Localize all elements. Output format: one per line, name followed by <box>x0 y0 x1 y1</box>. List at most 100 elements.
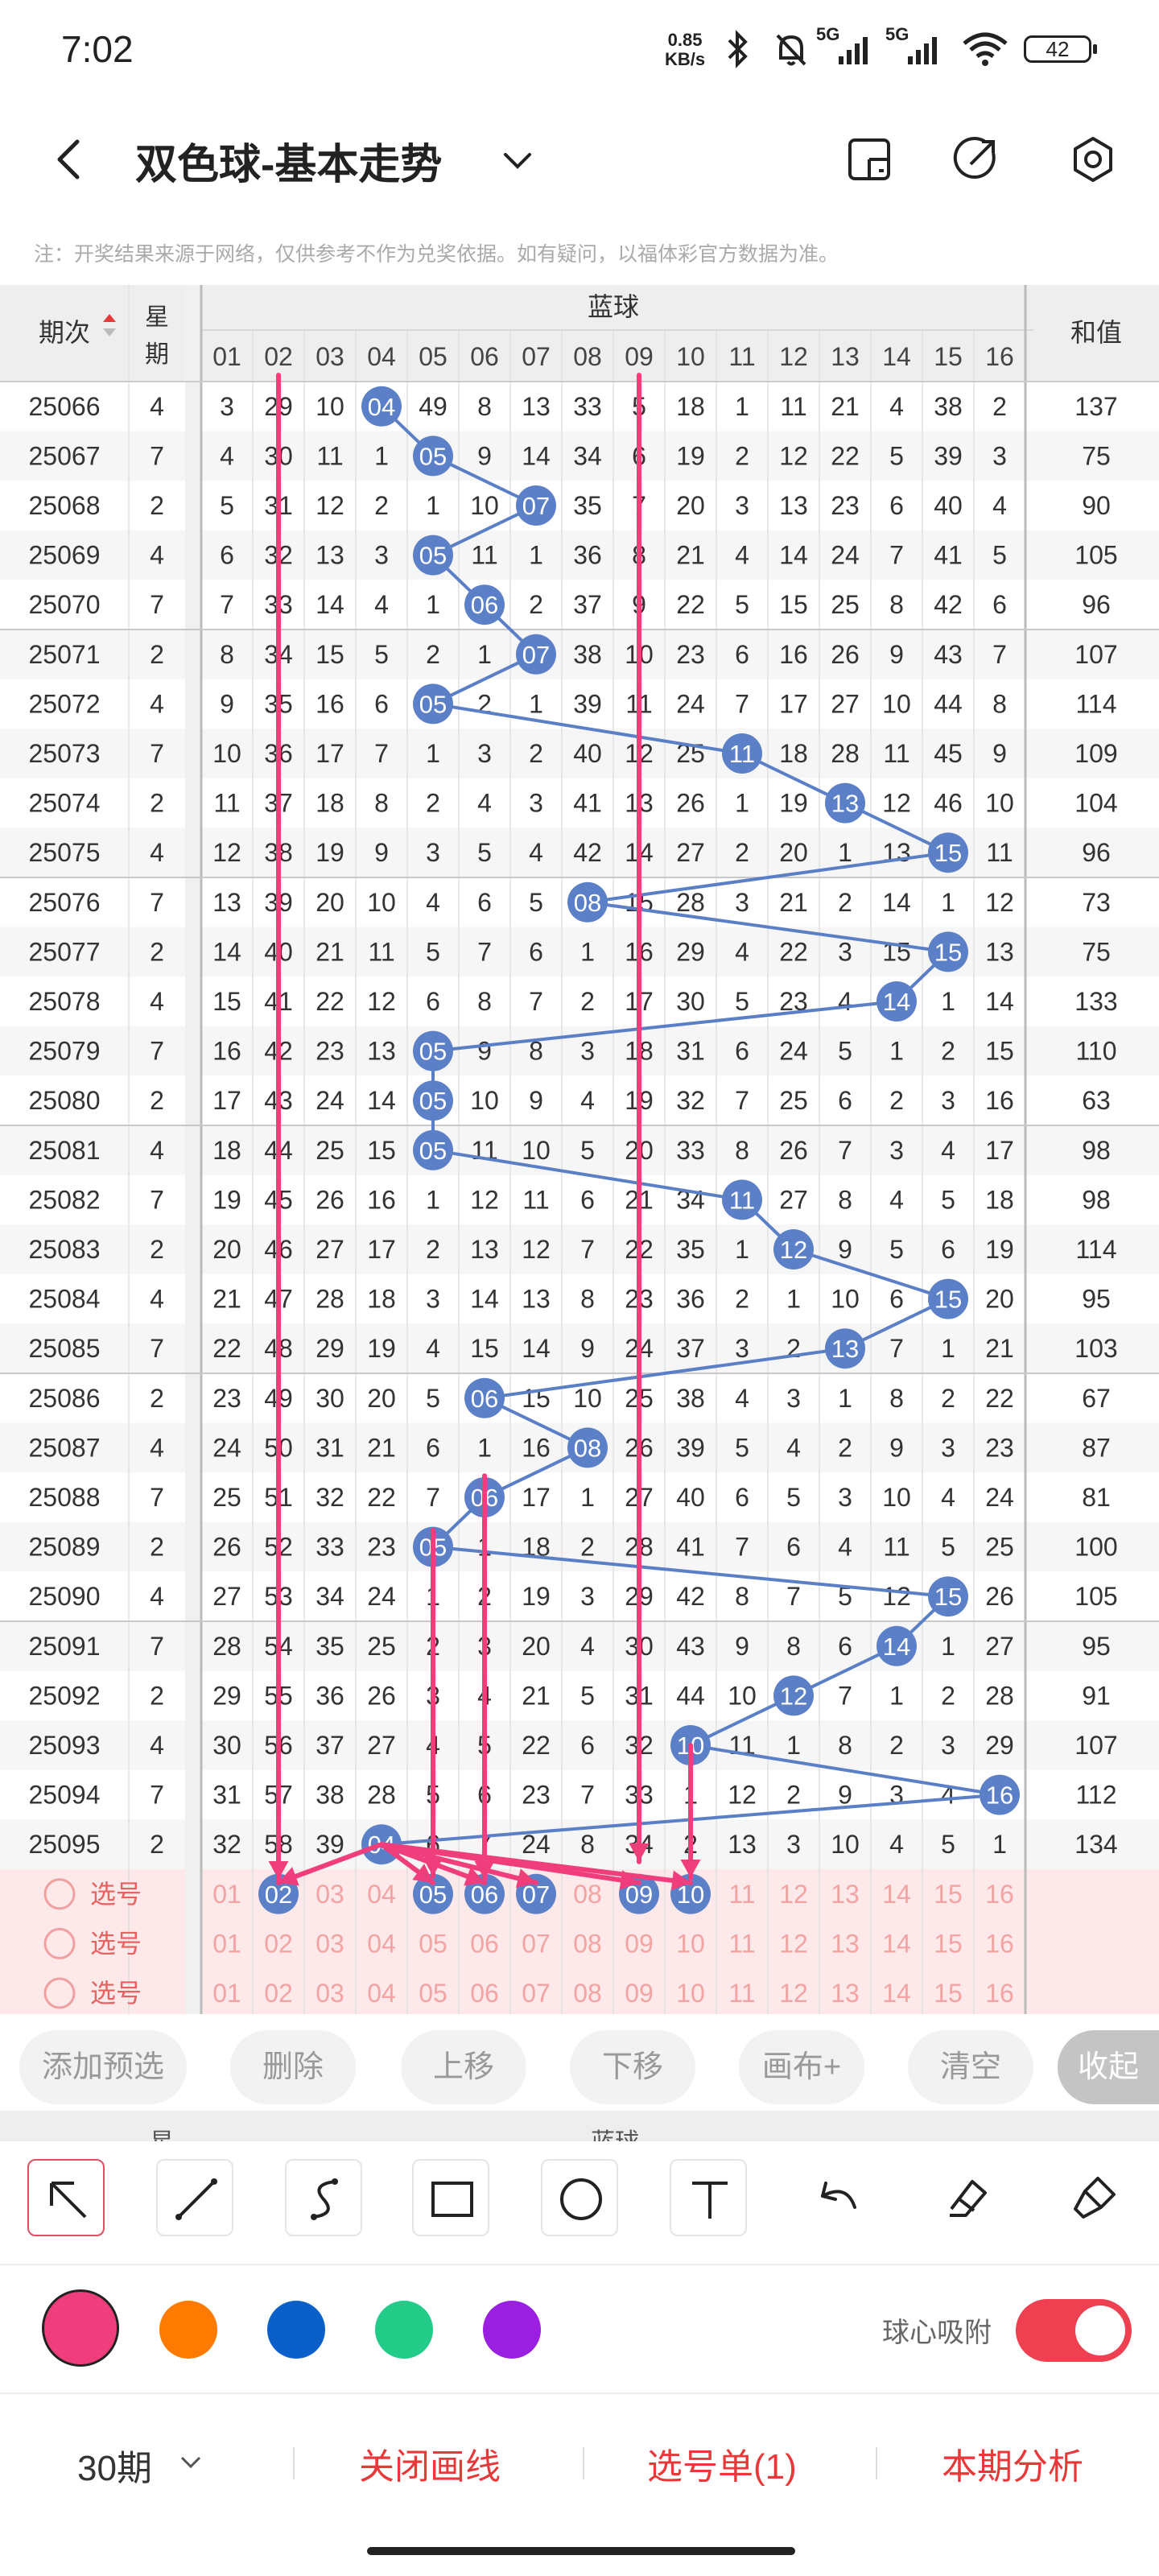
undo-icon[interactable] <box>798 2159 876 2236</box>
chevron-down-icon[interactable] <box>179 2450 203 2475</box>
pick-number[interactable]: 08 <box>573 1929 602 1958</box>
pick-number[interactable]: 14 <box>882 1929 911 1958</box>
row-period: 25081 <box>29 1136 101 1165</box>
miss-count: 7 <box>580 1781 595 1810</box>
pick-number[interactable]: 16 <box>985 1929 1014 1958</box>
color-swatch-blue[interactable] <box>267 2301 325 2359</box>
pick-number[interactable]: 07 <box>522 1979 551 2008</box>
blue-ball-15 <box>928 1576 968 1617</box>
share-icon[interactable] <box>950 134 1001 185</box>
miss-count: 8 <box>735 1582 749 1611</box>
pick-number[interactable]: 08 <box>573 1880 602 1909</box>
move-down-button[interactable]: 下移 <box>570 2030 695 2104</box>
pick-number[interactable]: 15 <box>934 1979 963 2008</box>
miss-count: 3 <box>735 888 749 917</box>
add-preselection-button[interactable]: 添加预选 <box>19 2030 187 2104</box>
line-tool-icon[interactable] <box>156 2159 233 2236</box>
pick-radio[interactable] <box>43 1878 76 1910</box>
pick-number[interactable]: 11 <box>728 1880 755 1909</box>
pick-number[interactable]: 12 <box>779 1880 808 1909</box>
settings-icon[interactable] <box>1067 134 1119 185</box>
phone-layout-icon[interactable] <box>843 134 895 185</box>
pick-number[interactable]: 15 <box>934 1929 963 1958</box>
drawn-arrow-head <box>412 1864 433 1883</box>
miss-count: 5 <box>220 491 234 520</box>
back-icon[interactable] <box>47 135 95 184</box>
miss-count: 9 <box>477 441 492 470</box>
pick-number[interactable]: 13 <box>831 1929 860 1958</box>
miss-count: 14 <box>779 541 808 570</box>
canvas-plus-button[interactable]: 画布+ <box>739 2030 864 2104</box>
collapse-button[interactable]: 收起 <box>1058 2030 1159 2104</box>
pick-number[interactable]: 06 <box>470 1929 499 1958</box>
pick-number[interactable]: 03 <box>316 1880 344 1909</box>
drawn-arrow-line <box>379 1842 693 1885</box>
pick-number[interactable]: 02 <box>264 1929 293 1958</box>
picked-ball-05[interactable] <box>413 1873 453 1914</box>
miss-count: 11 <box>522 1185 549 1214</box>
pick-number[interactable]: 04 <box>367 1880 396 1909</box>
pick-number[interactable]: 02 <box>264 1979 293 2008</box>
pick-number[interactable]: 11 <box>728 1979 755 2008</box>
curve-tool-icon[interactable] <box>285 2159 362 2236</box>
pick-number[interactable]: 05 <box>419 1929 448 1958</box>
pick-number[interactable]: 12 <box>779 1929 808 1958</box>
pick-number[interactable]: 04 <box>367 1929 396 1958</box>
pick-number[interactable]: 16 <box>985 1880 1014 1909</box>
period-selector[interactable]: 30期 <box>77 2439 152 2491</box>
pick-number[interactable]: 13 <box>831 1979 860 2008</box>
pick-radio[interactable] <box>43 1927 76 1959</box>
miss-count: 1 <box>374 441 389 470</box>
pick-number[interactable]: 09 <box>625 1979 654 2008</box>
page-title[interactable]: 双色球-基本走势 <box>135 142 443 188</box>
pick-number[interactable]: 14 <box>882 1979 911 2008</box>
pick-number[interactable]: 11 <box>728 1929 755 1958</box>
pick-number[interactable]: 05 <box>419 1979 448 2008</box>
pick-number[interactable]: 08 <box>573 1979 602 2008</box>
pick-number[interactable]: 14 <box>882 1880 911 1909</box>
analysis-button[interactable]: 本期分析 <box>942 2447 1083 2487</box>
row-sum: 96 <box>1082 590 1111 619</box>
pick-number[interactable]: 01 <box>212 1880 241 1909</box>
pick-number[interactable]: 16 <box>985 1979 1014 2008</box>
blue-ball-12 <box>773 1675 814 1716</box>
color-swatch-green[interactable] <box>375 2301 433 2359</box>
move-up-button[interactable]: 上移 <box>401 2030 526 2104</box>
ball-snap-toggle[interactable] <box>1016 2299 1132 2362</box>
pick-number[interactable]: 10 <box>676 1929 705 1958</box>
text-tool-icon[interactable] <box>670 2159 747 2236</box>
pick-number[interactable]: 01 <box>212 1979 241 2008</box>
pick-list-button[interactable]: 选号单(1) <box>647 2447 797 2487</box>
pick-number[interactable]: 01 <box>212 1929 241 1958</box>
miss-count: 44 <box>676 1681 705 1710</box>
chevron-down-icon[interactable] <box>499 142 536 179</box>
row-period: 25094 <box>29 1781 101 1810</box>
close-drawing-button[interactable]: 关闭画线 <box>359 2447 501 2487</box>
pick-number[interactable]: 03 <box>316 1979 344 2008</box>
circle-tool-icon[interactable] <box>541 2159 618 2236</box>
pick-number[interactable]: 06 <box>470 1979 499 2008</box>
delete-button[interactable]: 删除 <box>230 2030 356 2104</box>
row-weekday: 2 <box>150 1533 164 1562</box>
pick-number[interactable]: 04 <box>367 1979 396 2008</box>
clear-brush-icon[interactable] <box>1056 2159 1133 2236</box>
pick-number[interactable]: 07 <box>522 1929 551 1958</box>
miss-count: 2 <box>529 590 543 619</box>
rectangle-tool-icon[interactable] <box>412 2159 489 2236</box>
miss-count: 2 <box>735 838 749 867</box>
color-swatch-orange[interactable] <box>159 2301 217 2359</box>
eraser-icon[interactable] <box>927 2159 1004 2236</box>
pick-number[interactable]: 15 <box>934 1880 963 1909</box>
pick-number[interactable]: 12 <box>779 1979 808 2008</box>
clear-button[interactable]: 清空 <box>908 2030 1033 2104</box>
color-swatch-purple[interactable] <box>483 2301 541 2359</box>
pick-number[interactable]: 10 <box>676 1979 705 2008</box>
color-swatch-pink[interactable] <box>42 2289 119 2367</box>
pick-number[interactable]: 09 <box>625 1929 654 1958</box>
pick-number[interactable]: 03 <box>316 1929 344 1958</box>
arrow-tool-icon[interactable] <box>27 2159 105 2236</box>
miss-count: 26 <box>779 1136 808 1165</box>
miss-count: 23 <box>212 1384 241 1413</box>
pick-number[interactable]: 13 <box>831 1880 860 1909</box>
pick-radio[interactable] <box>43 1977 76 2009</box>
